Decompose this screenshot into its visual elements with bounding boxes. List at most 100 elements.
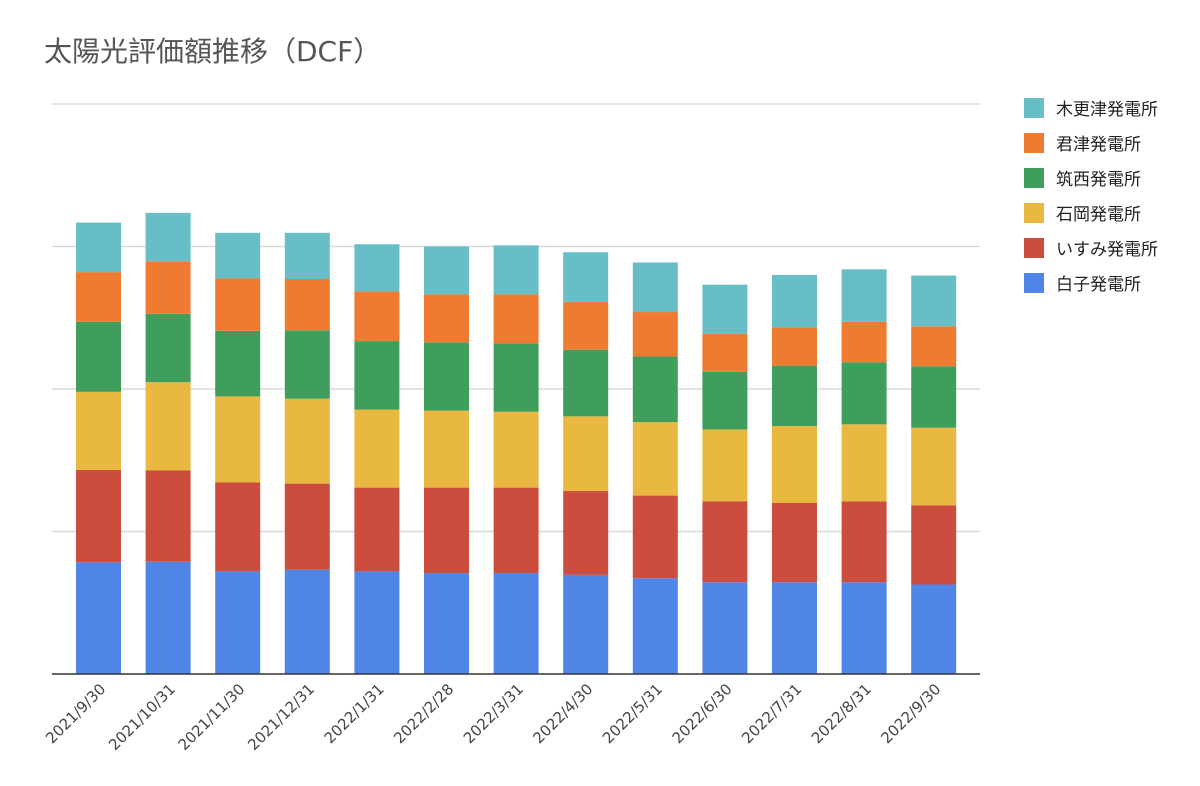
bar-segment [563, 301, 609, 350]
bar-segment [702, 582, 748, 674]
legend-item[interactable]: いすみ発電所 [1024, 230, 1158, 265]
x-tick-label: 2021/11/30 [175, 680, 249, 754]
bar-segment [424, 342, 469, 411]
bar-segment [493, 294, 539, 344]
legend: 木更津発電所 君津発電所筑西発電所石岡発電所いすみ発電所 白子発電所 [1024, 90, 1158, 300]
bar-segment [841, 362, 887, 425]
bar-segment [354, 244, 400, 292]
bar-segment [284, 330, 330, 399]
bar-segment [772, 426, 817, 503]
bar-segment [632, 422, 678, 496]
x-tick-label: 2021/9/30 [42, 680, 109, 747]
bar-segment [284, 398, 330, 484]
bar-segment [772, 365, 817, 427]
bar-segment [354, 409, 400, 488]
bar-segment [563, 574, 609, 674]
legend-item[interactable]: 筑西発電所 [1024, 160, 1158, 195]
legend-label: 筑西発電所 [1056, 170, 1141, 190]
bar-segment [424, 573, 469, 674]
bar-segment [841, 582, 887, 674]
bar-segment [563, 491, 609, 575]
bar-segment [911, 584, 957, 674]
bar-segment [284, 569, 330, 674]
x-tick-label: 2021/10/31 [105, 680, 179, 754]
bar-segment [632, 312, 678, 357]
bar-segment [772, 503, 817, 583]
x-tick-label: 2022/8/31 [808, 680, 875, 747]
legend-item[interactable]: 木更津発電所 [1024, 90, 1158, 125]
bar-segment [215, 278, 261, 331]
bar-segment [772, 327, 817, 366]
bar-segment [215, 396, 261, 483]
bar-segment [632, 578, 678, 674]
bar-segment [76, 272, 121, 322]
bar-segment [702, 284, 748, 334]
bar-segment [424, 246, 469, 295]
bar-segment [354, 571, 400, 674]
x-tick-label: 2022/9/30 [877, 680, 944, 747]
x-tick-label: 2022/7/31 [738, 680, 805, 747]
legend-label: 石岡発電所 [1056, 205, 1141, 225]
bar-segment [76, 469, 121, 563]
bar-segment [284, 278, 330, 331]
x-tick-label: 2022/6/30 [669, 680, 736, 747]
bar-segment [493, 411, 539, 488]
legend-item[interactable]: 君津発電所 [1024, 125, 1158, 160]
bar-segment [76, 391, 121, 470]
bar-segment [563, 416, 609, 492]
bar-segment [841, 501, 887, 583]
bar-segment [145, 212, 191, 262]
x-tick-label: 2022/1/31 [321, 680, 388, 747]
bar-segment [493, 573, 539, 674]
bar-segment [911, 366, 957, 428]
bar-segment [841, 424, 887, 502]
bar-segment [493, 245, 539, 295]
x-tick-label: 2022/2/28 [390, 680, 457, 747]
bar-segment [215, 571, 261, 674]
bar-segment [215, 330, 261, 397]
legend-swatch [1024, 97, 1044, 118]
bar-segment [772, 275, 817, 328]
bar-segment [354, 341, 400, 410]
bar-segment [563, 349, 609, 417]
bar-segment [911, 275, 957, 327]
bar-segment [632, 356, 678, 423]
bar-segment [841, 269, 887, 322]
bar-segment [424, 410, 469, 488]
legend-label: 白子発電所 [1056, 275, 1141, 295]
bar-segment [911, 505, 957, 585]
chart-title: 太陽光評価額推移（DCF） [44, 35, 382, 68]
x-tick-label: 2022/3/31 [460, 680, 527, 747]
bars [76, 212, 957, 674]
bar-segment [424, 487, 469, 574]
bar-segment [911, 326, 957, 367]
bar-segment [702, 333, 748, 372]
x-tick-label: 2022/5/31 [599, 680, 666, 747]
bar-segment [76, 222, 121, 273]
bar-segment [772, 582, 817, 674]
bar-segment [145, 313, 191, 383]
legend-item[interactable]: 石岡発電所 [1024, 195, 1158, 230]
bar-segment [145, 261, 191, 314]
legend-label: いすみ発電所 [1056, 240, 1158, 260]
bar-segment [76, 321, 121, 392]
bar-segment [215, 482, 261, 572]
bar-segment [284, 483, 330, 570]
legend-swatch [1024, 237, 1044, 258]
legend-item[interactable]: 白子発電所 [1024, 265, 1158, 300]
legend-swatch [1024, 167, 1044, 188]
bar-segment [493, 487, 539, 574]
bar-segment [215, 232, 261, 279]
x-tick-label: 2022/4/30 [529, 680, 596, 747]
bar-segment [841, 321, 887, 363]
bar-segment [354, 291, 400, 342]
legend-swatch [1024, 272, 1044, 293]
bar-segment [76, 562, 121, 674]
legend-label: 君津発電所 [1056, 135, 1141, 155]
bar-segment [632, 495, 678, 579]
bar-segment [424, 294, 469, 343]
legend-label: 木更津発電所 [1056, 100, 1158, 120]
x-tick-label: 2021/12/31 [244, 680, 318, 754]
bar-segment [563, 252, 609, 302]
